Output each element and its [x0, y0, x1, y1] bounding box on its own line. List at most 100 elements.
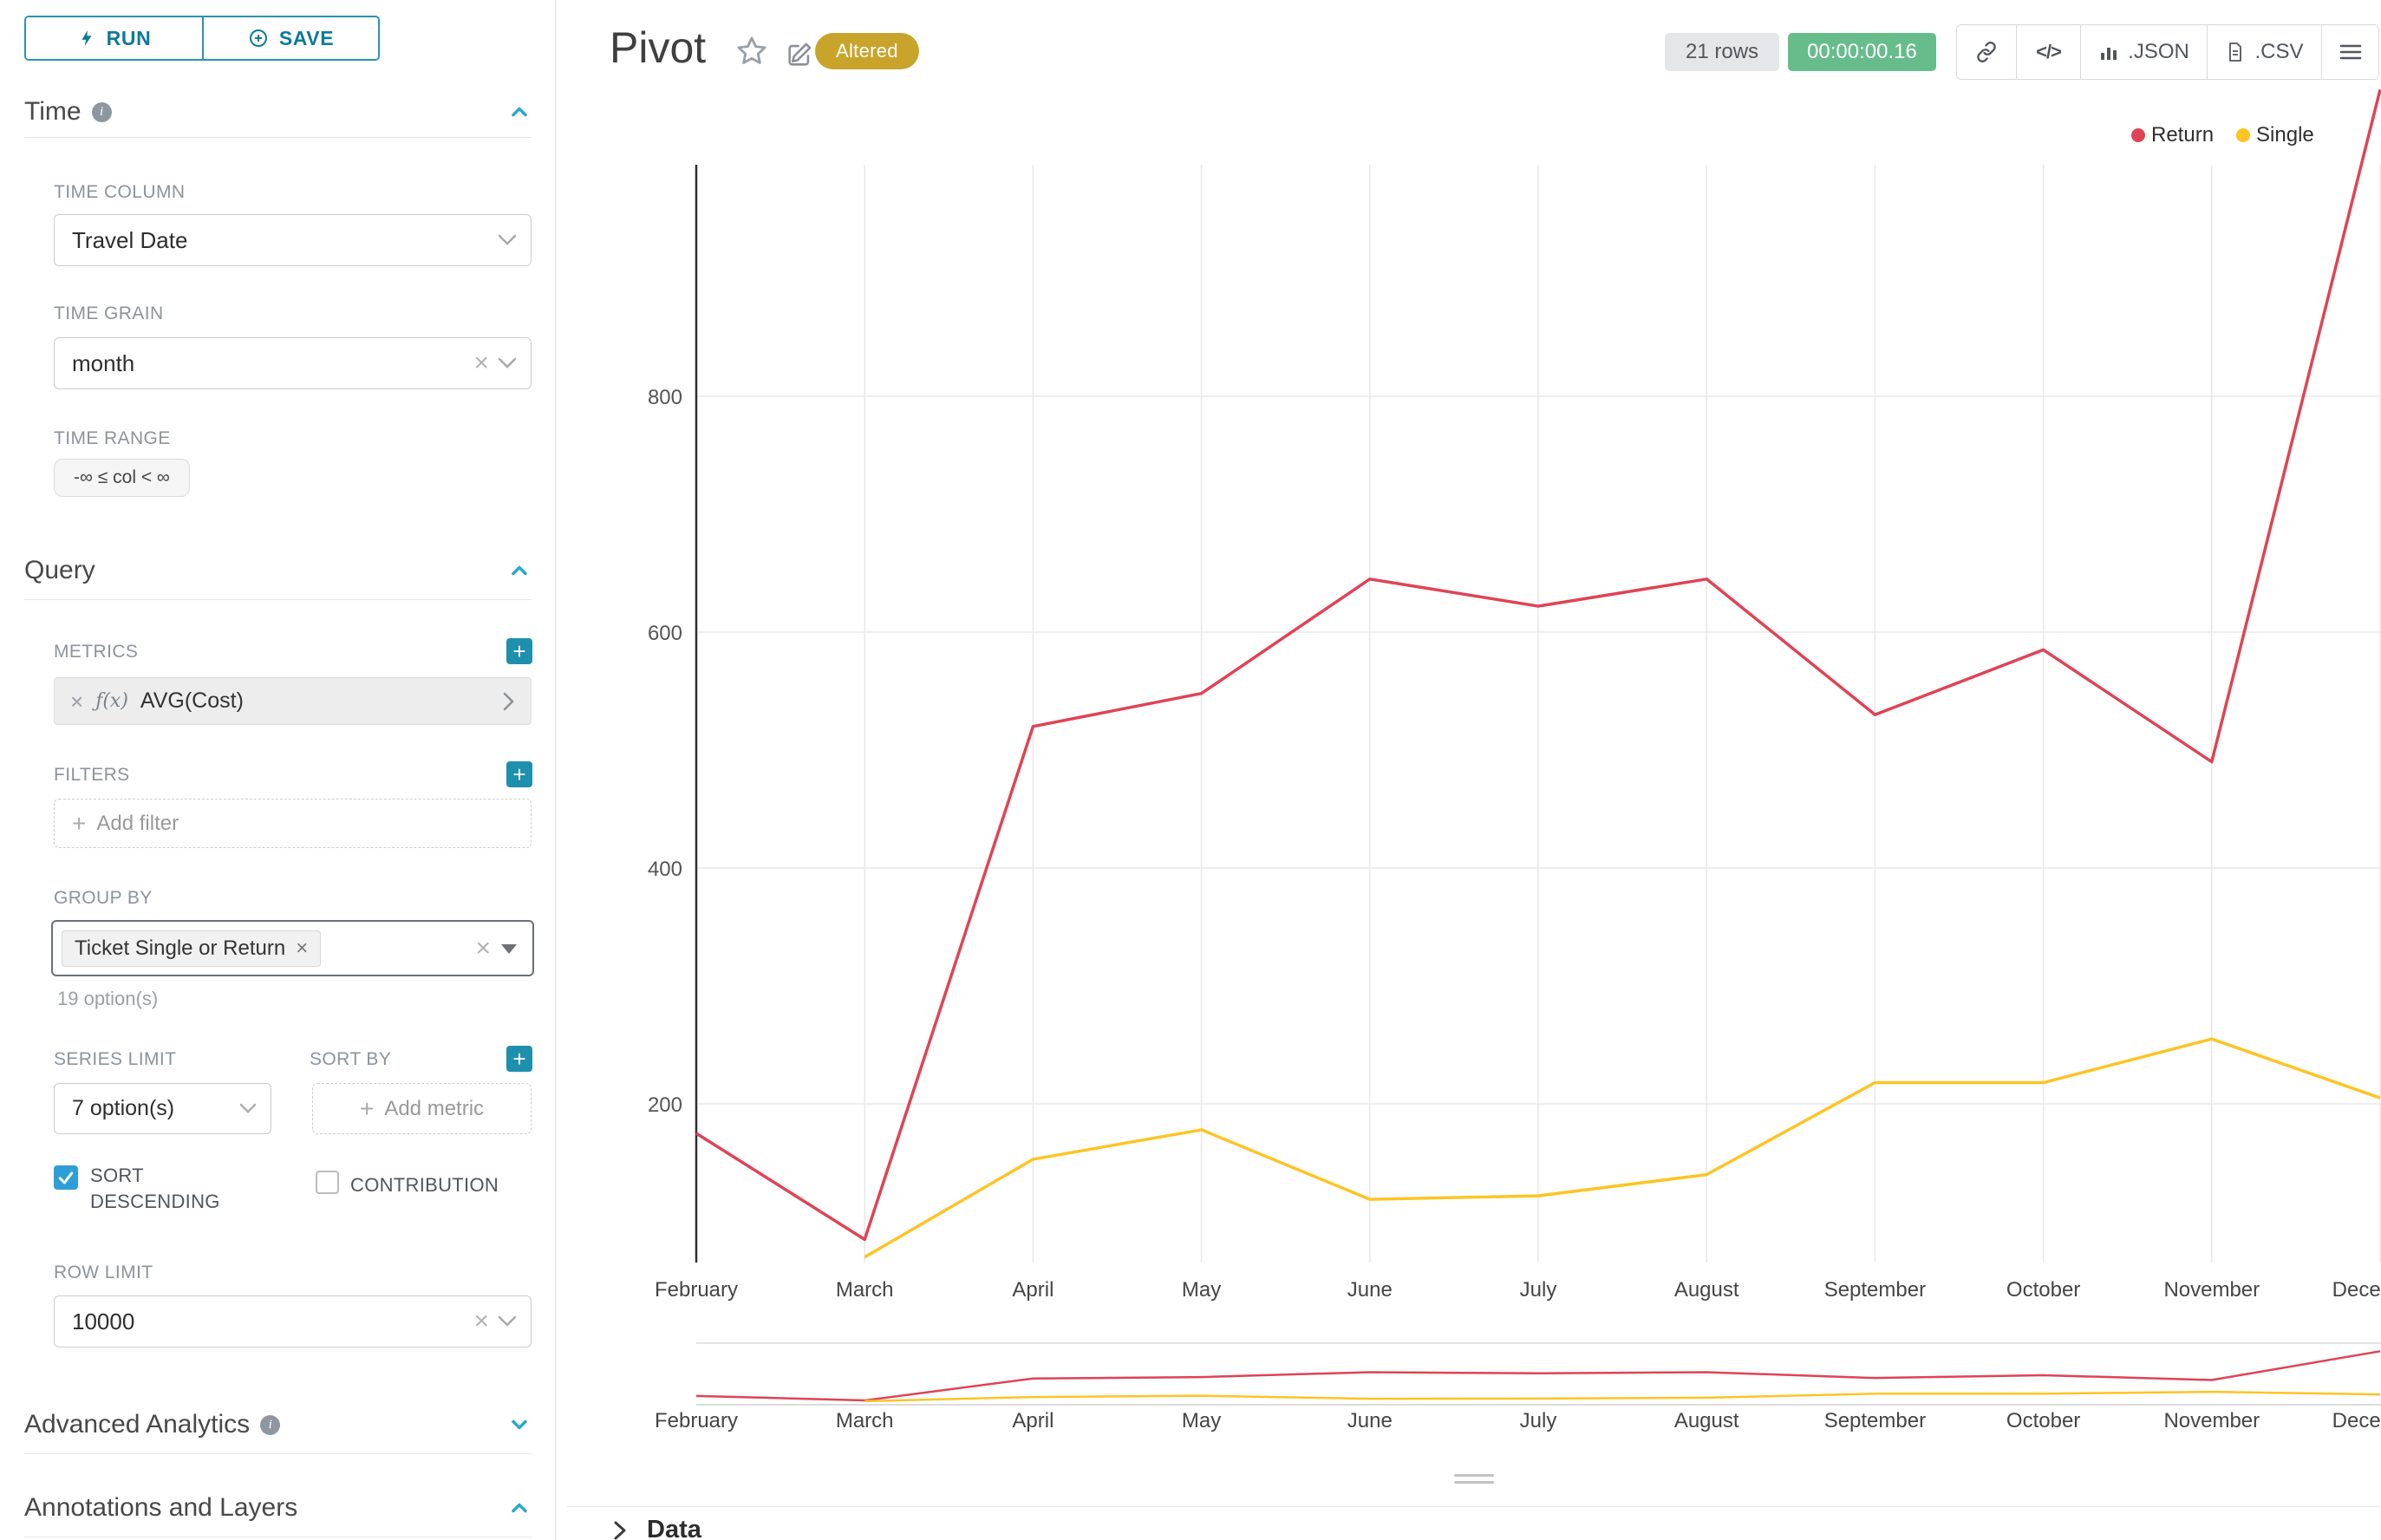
contribution-checkbox[interactable] — [316, 1171, 339, 1194]
row-limit-label: ROW LIMIT — [54, 1263, 153, 1282]
code-icon: </> — [2036, 41, 2062, 62]
add-sort-metric-dropzone[interactable]: + Add metric — [312, 1083, 532, 1134]
bolt-icon — [82, 29, 92, 47]
add-filter-dropzone[interactable]: + Add filter — [54, 799, 532, 848]
chart-file-icon — [2101, 48, 2117, 60]
series-limit-select[interactable]: 7 option(s) — [54, 1083, 271, 1134]
export-csv-label: .CSV — [2254, 40, 2304, 63]
chevron-down-icon[interactable] — [499, 943, 519, 955]
metrics-label: METRICS — [54, 642, 139, 662]
mini-x-tick-label: May — [1182, 1409, 1221, 1432]
check-icon — [58, 1171, 74, 1184]
mini-x-tick-label: July — [1520, 1409, 1557, 1432]
x-tick-label: May — [1182, 1278, 1221, 1302]
filters-label: FILTERS — [54, 765, 130, 785]
section-header-query[interactable]: Query — [24, 551, 532, 591]
x-tick-label: August — [1674, 1278, 1739, 1302]
time-range-label: TIME RANGE — [54, 428, 171, 448]
group-by-label: GROUP BY — [54, 888, 153, 908]
clear-icon[interactable]: × — [475, 933, 491, 962]
favorite-star-icon[interactable] — [735, 35, 768, 68]
chart-legend: Return Single — [2131, 123, 2314, 147]
plus-icon: + — [72, 809, 87, 837]
section-header-annotations[interactable]: Annotations and Layers — [24, 1488, 532, 1528]
export-csv-button[interactable]: .CSV — [2207, 25, 2321, 79]
sort-descending-checkbox[interactable] — [54, 1165, 78, 1190]
row-limit-select[interactable]: 10000 × — [54, 1295, 532, 1348]
time-grain-select[interactable]: month × — [54, 337, 532, 389]
mini-x-tick-label: June — [1347, 1409, 1393, 1432]
mini-x-tick-label: March — [836, 1409, 894, 1432]
time-range-pill[interactable]: -∞ ≤ col < ∞ — [54, 459, 190, 497]
chevron-down-icon[interactable] — [498, 357, 517, 369]
chevron-down-icon[interactable] — [507, 1413, 532, 1437]
legend-item-single[interactable]: Single — [2236, 123, 2314, 147]
group-by-options-hint: 19 option(s) — [57, 988, 159, 1009]
resize-handle[interactable] — [1454, 1481, 1494, 1484]
file-icon — [2229, 42, 2242, 62]
chevron-up-icon[interactable] — [507, 100, 532, 124]
divider — [567, 1506, 2381, 1507]
chevron-right-icon — [614, 1521, 626, 1539]
clear-icon[interactable]: × — [473, 349, 489, 377]
chevron-up-icon[interactable] — [507, 1496, 532, 1520]
mini-x-tick-label: April — [1012, 1409, 1054, 1432]
chevron-down-icon[interactable] — [498, 1315, 517, 1328]
chevron-right-icon[interactable] — [503, 692, 515, 711]
group-by-tag[interactable]: Ticket Single or Return × — [62, 930, 322, 967]
x-tick-label: February — [655, 1278, 738, 1302]
add-metric-label: Add metric — [384, 1096, 485, 1120]
export-json-label: .JSON — [2128, 40, 2189, 63]
save-button-label: SAVE — [278, 26, 335, 49]
plus-icon: + — [359, 1094, 375, 1122]
chart-actions-toolbar: </> .JSON .CSV — [1956, 24, 2379, 80]
section-title: Query — [24, 556, 95, 584]
remove-tag-icon[interactable]: × — [296, 936, 309, 960]
query-timer-badge: 00:00:00.16 — [1788, 33, 1936, 71]
series-limit-value: 7 option(s) — [72, 1096, 175, 1120]
mini-series-line-return — [695, 1350, 2381, 1402]
clear-icon[interactable]: × — [473, 1307, 489, 1335]
legend-dot-return — [2131, 128, 2145, 142]
view-query-button[interactable]: </> — [2016, 25, 2080, 79]
x-tick-label: December — [2332, 1278, 2381, 1302]
chevron-down-icon[interactable] — [239, 1103, 257, 1114]
row-limit-value: 10000 — [72, 1308, 135, 1334]
chevron-up-icon[interactable] — [507, 558, 532, 583]
add-metric-plus-button[interactable]: + — [506, 638, 532, 664]
data-panel-toggle[interactable]: Data — [612, 1516, 701, 1540]
time-grain-value: month — [72, 349, 135, 376]
y-tick-label: 400 — [648, 858, 682, 881]
mini-x-tick-label: December — [2332, 1409, 2381, 1432]
hamburger-menu-icon — [2339, 44, 2361, 60]
time-column-select[interactable]: Travel Date — [54, 214, 532, 266]
remove-icon[interactable]: × — [70, 688, 84, 715]
time-grain-label: TIME GRAIN — [54, 303, 164, 323]
section-header-advanced-analytics[interactable]: Advanced Analytics i — [24, 1405, 532, 1445]
share-link-button[interactable] — [1957, 25, 2016, 79]
x-tick-label: March — [836, 1278, 894, 1302]
metric-chip[interactable]: × ƒ(x) AVG(Cost) — [54, 677, 532, 725]
export-json-button[interactable]: .JSON — [2080, 25, 2207, 79]
group-by-select[interactable]: Ticket Single or Return × × — [51, 920, 534, 976]
line-chart[interactable]: 200 400 600 800 February February March March Ap… — [567, 0, 2381, 1540]
x-tick-label: September — [1824, 1278, 1926, 1302]
mini-x-tick-label: November — [2163, 1409, 2260, 1432]
run-save-button-group: RUN SAVE — [24, 16, 380, 61]
chevron-down-icon[interactable] — [498, 234, 517, 246]
resize-handle[interactable] — [1454, 1474, 1494, 1477]
save-button[interactable]: SAVE — [202, 17, 378, 59]
more-options-button[interactable] — [2321, 25, 2378, 79]
x-tick-label: November — [2163, 1278, 2260, 1302]
mini-x-tick-label: August — [1674, 1409, 1739, 1432]
add-sort-metric-plus-button[interactable]: + — [506, 1046, 532, 1072]
run-button[interactable]: RUN — [26, 17, 202, 59]
sort-by-label: SORT BY — [310, 1049, 392, 1069]
series-line-return — [695, 88, 2381, 1242]
legend-item-return[interactable]: Return — [2131, 123, 2214, 147]
legend-dot-single — [2236, 128, 2251, 142]
edit-title-icon[interactable] — [785, 40, 814, 69]
add-filter-plus-button[interactable]: + — [506, 761, 532, 787]
contribution-label: CONTRIBUTION — [350, 1174, 499, 1196]
section-header-time[interactable]: Time i — [24, 92, 532, 132]
